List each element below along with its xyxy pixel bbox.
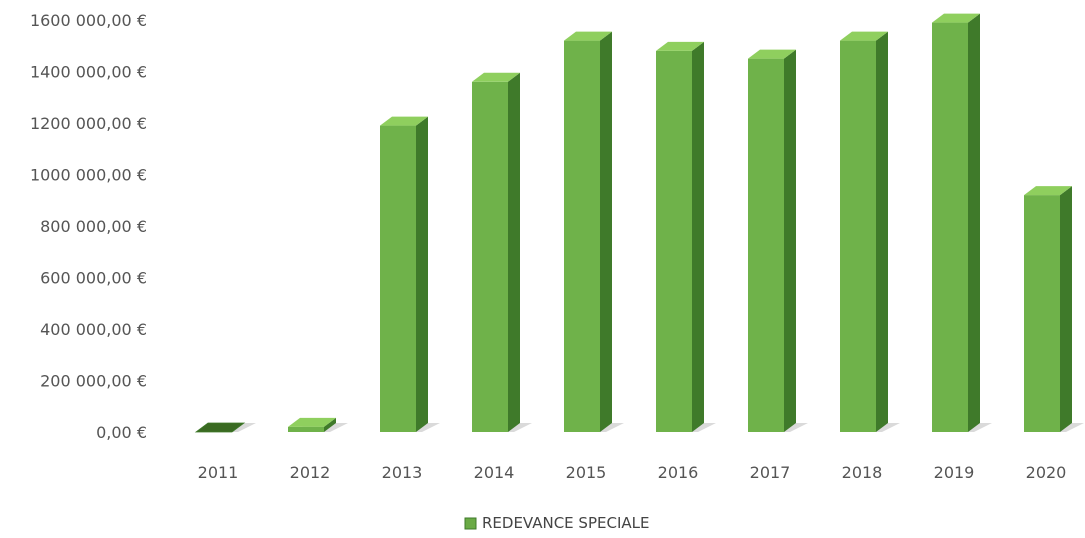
- y-tick-label: 400 000,00 €: [40, 320, 147, 339]
- y-tick-label: 600 000,00 €: [40, 269, 147, 288]
- bar-front: [932, 22, 968, 432]
- bar: [564, 31, 624, 432]
- bar-side: [876, 31, 888, 432]
- x-tick-label: 2018: [842, 463, 883, 482]
- bar-side: [968, 13, 980, 432]
- y-tick-label: 1400 000,00 €: [30, 63, 147, 82]
- bar-top: [656, 41, 704, 51]
- bar: [472, 72, 532, 433]
- bar: [932, 13, 992, 432]
- x-tick-label: 2014: [474, 463, 515, 482]
- bar-side: [416, 116, 428, 432]
- x-tick-label: 2013: [382, 463, 423, 482]
- bar-front: [472, 81, 508, 433]
- legend-label: REDEVANCE SPECIALE: [482, 514, 649, 532]
- bar-top: [472, 72, 520, 82]
- y-tick-label: 1200 000,00 €: [30, 114, 147, 133]
- bar-front: [840, 40, 876, 432]
- bar-side: [508, 72, 520, 433]
- x-tick-label: 2015: [566, 463, 607, 482]
- bar-side: [784, 49, 796, 432]
- bar-top: [932, 13, 980, 23]
- bar: [656, 41, 716, 433]
- bar: [840, 31, 900, 432]
- bar-side: [324, 417, 336, 432]
- bars: [194, 13, 1084, 433]
- x-tick-label: 2011: [198, 463, 239, 482]
- bar-side: [600, 31, 612, 432]
- x-tick-label: 2020: [1026, 463, 1067, 482]
- bar-side: [1060, 186, 1072, 432]
- x-tick-label: 2016: [658, 463, 699, 482]
- y-tick-label: 200 000,00 €: [40, 372, 147, 391]
- bar-front: [656, 50, 692, 433]
- bar-front: [564, 40, 600, 432]
- bar-side: [692, 41, 704, 433]
- bar: [288, 417, 348, 432]
- bar-top: [194, 422, 246, 433]
- bar-top: [748, 49, 796, 59]
- y-axis: 0,00 € 200 000,00 € 400 000,00 € 600 000,00…: [30, 11, 147, 442]
- bar-top: [840, 31, 888, 41]
- bar-top: [564, 31, 612, 41]
- bar: [748, 49, 808, 432]
- legend-marker: [464, 517, 477, 530]
- y-tick-label: 800 000,00 €: [40, 217, 147, 236]
- bar-top: [288, 417, 336, 427]
- bar-top: [1024, 186, 1072, 196]
- bar: [380, 116, 440, 432]
- x-tick-label: 2019: [934, 463, 975, 482]
- x-tick-label: 2017: [750, 463, 791, 482]
- bar: [194, 422, 256, 433]
- bar-front: [380, 125, 416, 432]
- legend: REDEVANCE SPECIALE: [464, 514, 649, 532]
- y-tick-label: 0,00 €: [96, 423, 147, 442]
- bar-front: [288, 426, 324, 432]
- bar-front: [1024, 195, 1060, 432]
- x-axis: 2011 2012 2013 2014 2015 2016 2017 2018 2019 2020: [198, 463, 1067, 482]
- y-tick-label: 1000 000,00 €: [30, 166, 147, 185]
- y-tick-label: 1600 000,00 €: [30, 11, 147, 30]
- x-tick-label: 2012: [290, 463, 331, 482]
- bar: [1024, 186, 1084, 432]
- bar-top: [380, 116, 428, 126]
- bar-front: [748, 58, 784, 432]
